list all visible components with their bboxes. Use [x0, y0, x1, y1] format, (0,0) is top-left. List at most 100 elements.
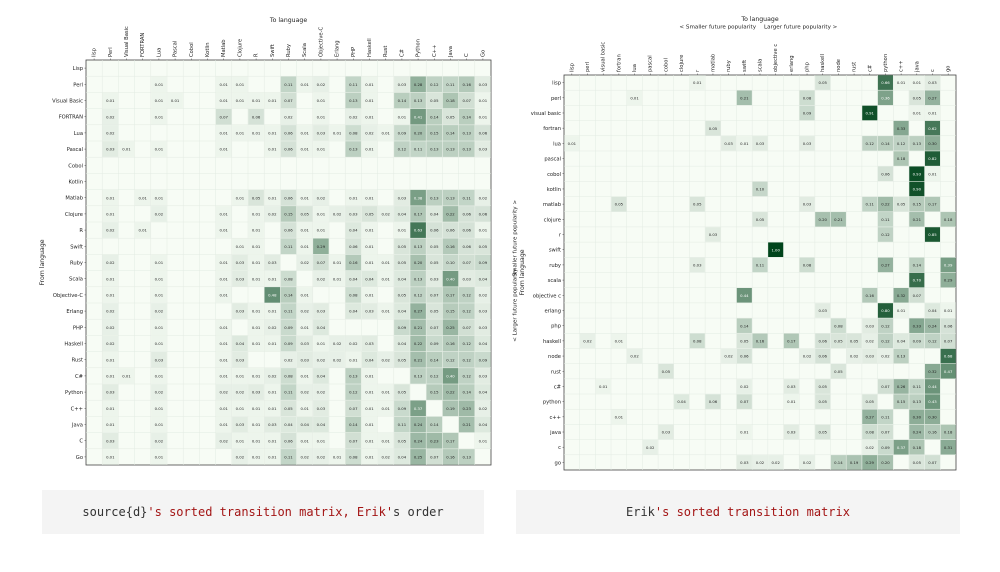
right-cell-label: 0.24	[913, 430, 922, 435]
right-cell	[893, 120, 909, 136]
right-cell-label: 0.06	[944, 323, 953, 328]
right-x-tick-label: matlab	[710, 53, 716, 72]
left-cell-label: 0.01	[155, 374, 164, 379]
right-cell-label: 0.06	[709, 399, 718, 404]
right-cell-label: 0.03	[866, 323, 875, 328]
left-cell	[296, 400, 313, 417]
left-cell-label: 0.19	[446, 406, 455, 411]
right-cell	[893, 333, 909, 349]
left-cell	[232, 384, 248, 400]
left-cell	[458, 368, 475, 384]
left-cell-label: 0.01	[155, 455, 164, 460]
right-cell	[736, 318, 752, 333]
left-cell	[361, 287, 378, 303]
left-cell-label: 0.01	[268, 276, 277, 281]
right-cell-label: 0.01	[928, 171, 937, 176]
left-cell	[458, 238, 475, 255]
right-cell-label: 0.17	[787, 338, 796, 343]
left-cell	[280, 287, 297, 303]
left-cell-label: 0.13	[414, 374, 423, 379]
left-cell	[264, 335, 281, 352]
left-cell	[442, 141, 459, 157]
left-cell-label: 0.02	[155, 212, 164, 217]
left-cell-label: 0.09	[479, 357, 488, 362]
left-cell	[151, 287, 167, 303]
left-cell-label: 0.06	[479, 212, 488, 217]
caption-left: source{d}'s sorted transition matrix, Er…	[42, 490, 484, 534]
left-cell-label: 0.24	[414, 438, 423, 443]
left-cell	[248, 222, 264, 238]
left-cell-label: 0.01	[333, 131, 342, 136]
right-cell	[909, 212, 925, 227]
right-cell	[846, 333, 862, 349]
left-cell	[232, 416, 248, 433]
left-cell	[215, 108, 232, 125]
left-cell	[151, 92, 167, 109]
left-cell	[410, 92, 426, 109]
left-cell	[215, 141, 232, 157]
right-cell	[909, 318, 925, 333]
right-cell	[893, 379, 909, 394]
right-cell-label: 0.07	[944, 338, 953, 343]
left-cell	[345, 92, 362, 109]
caption-left-post: s order	[393, 505, 444, 519]
left-y-tick-label: PHP	[73, 325, 83, 331]
left-x-tick-label: Objective-C	[318, 27, 324, 57]
left-cell-label: 0.04	[398, 309, 407, 314]
left-cell	[410, 141, 426, 157]
right-cell-label: 0.07	[913, 293, 922, 298]
left-cell	[410, 76, 426, 93]
left-cell	[394, 125, 410, 141]
left-cell-label: 0.01	[252, 406, 261, 411]
right-x-tick-label: objective c	[773, 44, 779, 72]
left-cell-label: 0.01	[219, 82, 228, 87]
left-cell-label: 0.04	[398, 276, 407, 281]
right-cell	[909, 333, 925, 349]
right-x-tick-label: lua	[632, 64, 638, 72]
left-cell	[442, 287, 459, 303]
left-cell-label: 0.01	[106, 357, 115, 362]
right-y-tick-label: c	[558, 445, 561, 451]
left-cell-label: 0.01	[268, 195, 277, 200]
left-cell-label: 0.12	[430, 82, 439, 87]
left-cell-label: 0.01	[155, 341, 164, 346]
left-cell	[313, 189, 329, 206]
left-cell-label: 0.12	[446, 357, 455, 362]
left-cell-label: 0.03	[479, 374, 488, 379]
right-cell-label: 0.03	[709, 232, 718, 237]
left-cell	[280, 141, 297, 157]
left-cell-label: 0.09	[398, 131, 407, 136]
left-cell	[442, 303, 459, 319]
right-cell-label: 0.08	[834, 323, 843, 328]
left-cell	[426, 416, 443, 433]
right-cell-label: 0.05	[913, 95, 922, 100]
right-cell	[924, 303, 941, 318]
left-cell-label: 0.01	[155, 406, 164, 411]
right-cell	[768, 455, 784, 470]
heatmap-svg-right: 0.01 0.05 0.66 0.01 0.01 0.03 0.01 0.21 0.08 0.36…	[513, 16, 957, 471]
left-cell-label: 0.13	[414, 276, 423, 281]
left-cell-label: 0.02	[333, 341, 342, 346]
right-y-tick-label: erlang	[544, 308, 561, 314]
left-cell-label: 0.01	[268, 147, 277, 152]
left-cell-label: 0.05	[479, 244, 488, 249]
left-cell-label: 0.02	[155, 438, 164, 443]
left-cell-label: 0.06	[430, 228, 439, 233]
right-cell-label: 0.18	[944, 217, 953, 222]
left-cell-label: 0.01	[398, 228, 407, 233]
left-cell	[313, 254, 329, 271]
left-y-tick-label: Python	[65, 390, 83, 396]
left-cell-label: 0.01	[268, 390, 277, 395]
left-cell	[361, 351, 378, 368]
left-x-tick-label: Visual Basic	[124, 26, 130, 57]
left-cell-label: 0.07	[462, 325, 471, 330]
left-cell-label: 0.04	[349, 309, 358, 314]
right-cell-label: 0.33	[913, 323, 922, 328]
left-cell-label: 0.01	[252, 131, 261, 136]
left-cell-label: 0.17	[446, 293, 455, 298]
left-cell-label: 0.02	[317, 357, 326, 362]
left-y-tick-label: Java	[71, 423, 83, 429]
left-cell	[377, 206, 394, 222]
left-cell	[102, 449, 119, 465]
left-cell	[232, 238, 248, 255]
